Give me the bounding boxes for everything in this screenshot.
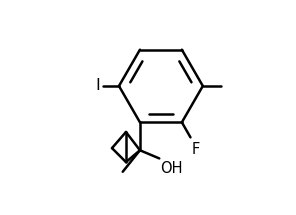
- Text: F: F: [192, 142, 200, 157]
- Text: OH: OH: [160, 161, 183, 176]
- Text: I: I: [95, 78, 100, 94]
